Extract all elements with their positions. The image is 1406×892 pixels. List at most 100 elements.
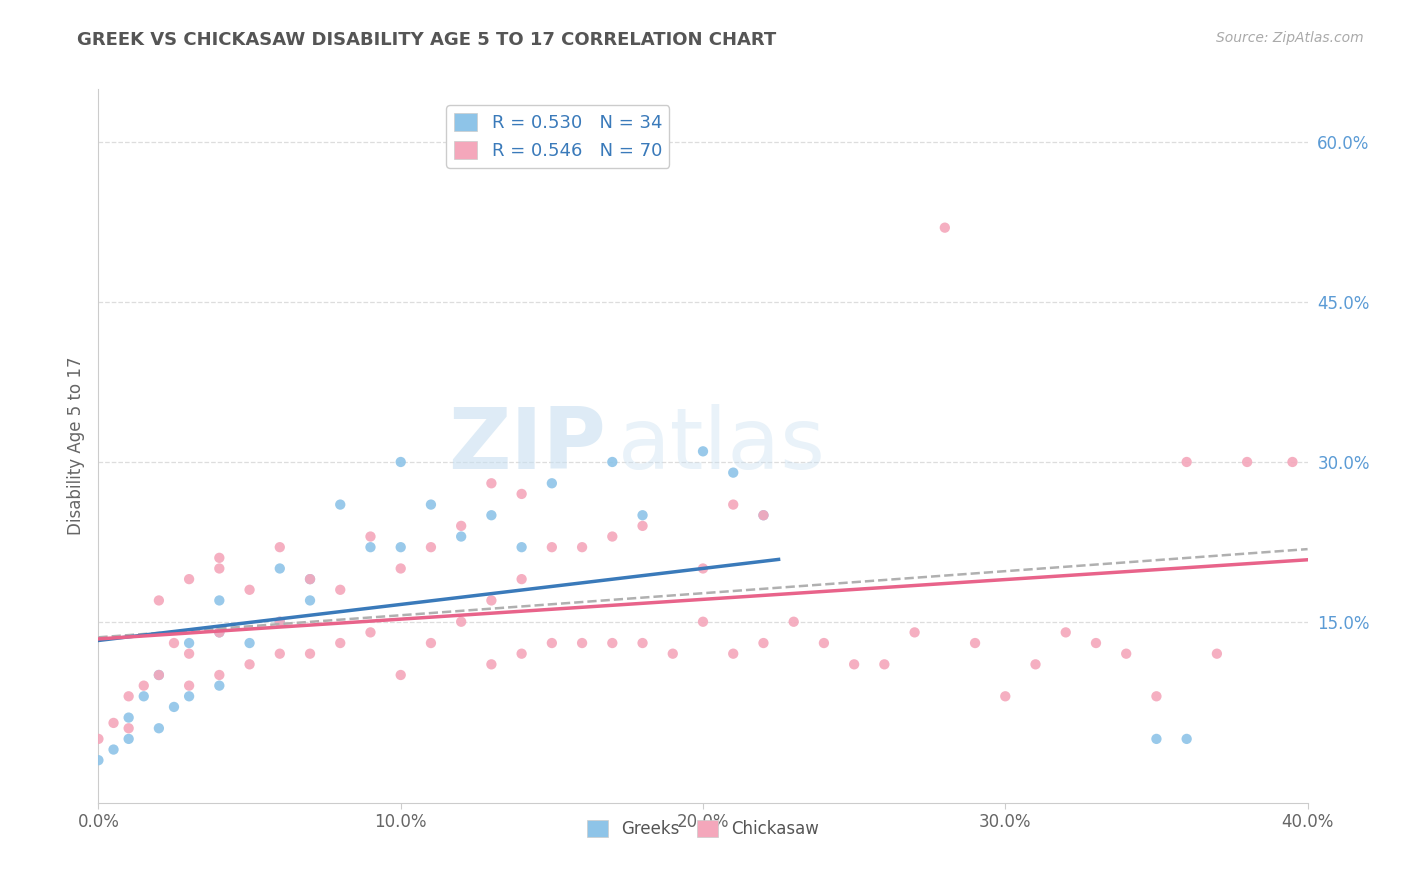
Point: [1054, 625, 1077, 640]
Point: [481, 476, 503, 491]
Point: [239, 657, 262, 672]
Point: [87, 731, 110, 746]
Point: [329, 636, 352, 650]
Point: [752, 508, 775, 523]
Point: [163, 636, 186, 650]
Point: [269, 615, 291, 629]
Point: [723, 466, 745, 480]
Point: [208, 625, 231, 640]
Point: [420, 498, 443, 512]
Point: [692, 615, 714, 629]
Point: [692, 444, 714, 458]
Y-axis label: Disability Age 5 to 17: Disability Age 5 to 17: [66, 357, 84, 535]
Point: [148, 668, 170, 682]
Point: [1085, 636, 1108, 650]
Point: [994, 690, 1017, 704]
Legend: Greeks, Chickasaw: Greeks, Chickasaw: [579, 813, 827, 845]
Point: [934, 220, 956, 235]
Point: [163, 700, 186, 714]
Point: [179, 690, 201, 704]
Point: [329, 582, 352, 597]
Point: [481, 657, 503, 672]
Point: [269, 615, 291, 629]
Point: [269, 561, 291, 575]
Point: [1206, 647, 1229, 661]
Point: [179, 647, 201, 661]
Point: [360, 540, 382, 554]
Point: [148, 721, 170, 735]
Point: [299, 647, 322, 661]
Point: [813, 636, 835, 650]
Point: [481, 508, 503, 523]
Text: Source: ZipAtlas.com: Source: ZipAtlas.com: [1216, 31, 1364, 45]
Point: [148, 593, 170, 607]
Point: [602, 636, 624, 650]
Text: GREEK VS CHICKASAW DISABILITY AGE 5 TO 17 CORRELATION CHART: GREEK VS CHICKASAW DISABILITY AGE 5 TO 1…: [77, 31, 776, 49]
Point: [723, 498, 745, 512]
Point: [132, 690, 155, 704]
Point: [1281, 455, 1303, 469]
Point: [873, 657, 896, 672]
Point: [481, 593, 503, 607]
Point: [208, 625, 231, 640]
Point: [389, 668, 412, 682]
Point: [179, 679, 201, 693]
Point: [389, 561, 412, 575]
Point: [118, 721, 141, 735]
Point: [692, 561, 714, 575]
Point: [132, 679, 155, 693]
Point: [510, 572, 533, 586]
Point: [1024, 657, 1046, 672]
Point: [783, 615, 806, 629]
Point: [904, 625, 927, 640]
Point: [103, 742, 125, 756]
Point: [1175, 731, 1198, 746]
Point: [208, 550, 231, 565]
Point: [208, 679, 231, 693]
Point: [540, 540, 562, 554]
Point: [389, 455, 412, 469]
Point: [631, 519, 654, 533]
Point: [360, 529, 382, 543]
Point: [360, 625, 382, 640]
Point: [723, 647, 745, 661]
Point: [103, 715, 125, 730]
Point: [420, 636, 443, 650]
Point: [179, 572, 201, 586]
Point: [1115, 647, 1137, 661]
Point: [208, 561, 231, 575]
Point: [118, 731, 141, 746]
Point: [844, 657, 866, 672]
Point: [602, 529, 624, 543]
Point: [450, 529, 472, 543]
Point: [540, 636, 562, 650]
Point: [450, 615, 472, 629]
Point: [1236, 455, 1258, 469]
Point: [1144, 731, 1167, 746]
Point: [631, 508, 654, 523]
Point: [661, 647, 683, 661]
Point: [118, 690, 141, 704]
Point: [510, 487, 533, 501]
Point: [1175, 455, 1198, 469]
Text: ZIP: ZIP: [449, 404, 606, 488]
Point: [239, 582, 262, 597]
Point: [571, 540, 593, 554]
Point: [299, 572, 322, 586]
Point: [329, 498, 352, 512]
Point: [571, 636, 593, 650]
Text: atlas: atlas: [619, 404, 827, 488]
Point: [148, 668, 170, 682]
Point: [299, 593, 322, 607]
Point: [87, 753, 110, 767]
Point: [602, 455, 624, 469]
Point: [510, 647, 533, 661]
Point: [269, 647, 291, 661]
Point: [208, 668, 231, 682]
Point: [118, 710, 141, 724]
Point: [1144, 690, 1167, 704]
Point: [752, 508, 775, 523]
Point: [420, 540, 443, 554]
Point: [389, 540, 412, 554]
Point: [752, 636, 775, 650]
